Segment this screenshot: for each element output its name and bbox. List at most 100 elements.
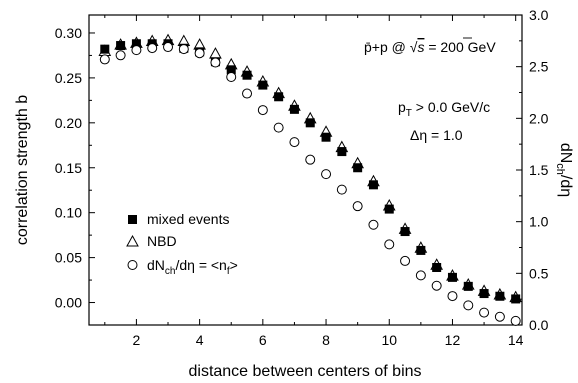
point-nbd: [493, 287, 507, 300]
point-nbd: [446, 269, 459, 281]
point-mixed-events: [368, 180, 378, 190]
point-mixed-events: [432, 262, 442, 272]
point-multiplicity: [400, 255, 411, 266]
point-multiplicity: [257, 105, 268, 116]
legend: mixed events NBD dNch/dη = <nf>: [126, 211, 238, 277]
point-nbd: [367, 174, 380, 187]
point-nbd: [224, 57, 238, 70]
point-multiplicity: [415, 270, 426, 281]
point-mixed-events: [479, 289, 489, 299]
y-right-tick-label: 1.5: [529, 162, 549, 178]
point-nbd: [209, 47, 222, 59]
y-right-tick-label: 1.0: [529, 214, 549, 230]
point-nbd: [240, 65, 254, 77]
y-right-tick-label: 0.0: [529, 317, 549, 333]
point-multiplicity: [178, 44, 189, 55]
point-multiplicity: [131, 45, 142, 56]
y-left-tick-label: 0.15: [55, 160, 82, 176]
point-mixed-events: [131, 39, 141, 49]
point-multiplicity: [384, 239, 395, 250]
point-multiplicity: [494, 311, 505, 322]
annotation-pt-cut: pT > 0.0 GeV/c: [398, 99, 490, 119]
point-mixed-events: [321, 132, 331, 142]
point-mixed-events: [384, 204, 394, 214]
point-nbd: [398, 222, 412, 234]
data-points: [98, 33, 523, 326]
y-left-tick-label: 0.05: [55, 250, 82, 266]
y-left-tick-label: 0.25: [55, 70, 82, 86]
point-multiplicity: [479, 307, 490, 318]
point-nbd: [477, 284, 491, 296]
point-multiplicity: [447, 291, 458, 302]
point-multiplicity: [368, 219, 379, 230]
x-tick-label: 4: [196, 332, 204, 348]
point-multiplicity: [147, 43, 158, 54]
point-nbd: [461, 278, 475, 290]
point-mixed-events: [226, 65, 236, 75]
x-tick-label: 14: [508, 332, 524, 348]
x-tick-label: 2: [133, 332, 141, 348]
legend-marker-nbd: [126, 234, 139, 247]
point-multiplicity: [226, 72, 237, 82]
y-left-tick-label: 0.30: [55, 25, 82, 41]
point-nbd: [351, 156, 364, 169]
point-nbd: [335, 140, 349, 153]
point-mixed-events: [447, 272, 457, 282]
point-multiplicity: [163, 42, 174, 53]
point-mixed-events: [416, 245, 426, 255]
ticks: 2 4 6 8 10 12 14 0.00 0.05 0.10 0.15 0.20 0.25 0.30 0.…: [55, 7, 549, 348]
point-multiplicity: [210, 57, 221, 68]
point-mixed-events: [289, 104, 299, 114]
point-nbd: [430, 258, 444, 270]
point-multiplicity: [289, 137, 300, 148]
point-mixed-events: [116, 41, 126, 51]
point-mixed-events: [495, 291, 505, 301]
point-multiplicity: [510, 315, 521, 326]
point-mixed-events: [242, 70, 252, 80]
point-multiplicity: [463, 300, 474, 311]
annotation-eta-window: Δη = 1.0: [410, 127, 463, 143]
x-tick-label: 8: [322, 332, 330, 348]
point-multiplicity: [115, 50, 126, 61]
point-multiplicity: [194, 48, 205, 59]
point-nbd: [382, 198, 396, 211]
point-multiplicity: [352, 201, 363, 212]
annotation-energy: p̄+p @ √s = 200 GeV: [364, 39, 496, 55]
point-mixed-events: [511, 294, 521, 304]
point-multiplicity: [242, 88, 253, 99]
point-mixed-events: [258, 80, 268, 90]
point-multiplicity: [99, 54, 110, 65]
point-mixed-events: [274, 92, 284, 102]
legend-marker-mixed-events: [128, 215, 137, 224]
point-multiplicity: [273, 122, 284, 133]
point-nbd: [288, 99, 301, 111]
legend-label-mixed-events: mixed events: [147, 211, 229, 227]
y-right-tick-label: 3.0: [529, 7, 549, 23]
point-nbd: [509, 290, 523, 303]
point-multiplicity: [431, 280, 442, 291]
point-multiplicity: [305, 154, 316, 165]
point-nbd: [272, 86, 285, 99]
y-right-tick-label: 2.0: [529, 110, 549, 126]
legend-label-multiplicity: dNch/dη = <nf>: [147, 257, 238, 277]
x-axis-title: distance between centers of bins: [188, 363, 421, 380]
legend-marker-multiplicity: [127, 260, 138, 270]
y-left-tick-label: 0.10: [55, 205, 82, 221]
legend-label-nbd: NBD: [147, 233, 177, 249]
y-left-tick-label: 0.20: [55, 115, 82, 131]
point-nbd: [303, 111, 317, 124]
y-left-axis-title: correlation strength b: [14, 95, 31, 245]
point-multiplicity: [321, 169, 332, 180]
x-tick-label: 6: [259, 332, 267, 348]
point-multiplicity: [336, 184, 347, 195]
point-mixed-events: [400, 227, 410, 237]
y-right-tick-label: 2.5: [529, 59, 549, 75]
y-right-tick-label: 0.5: [529, 265, 549, 281]
point-nbd: [414, 241, 428, 253]
point-nbd: [256, 74, 270, 87]
point-nbd: [319, 125, 333, 137]
y-left-tick-label: 0.00: [55, 295, 82, 311]
x-tick-label: 10: [381, 332, 397, 348]
point-mixed-events: [463, 281, 473, 291]
